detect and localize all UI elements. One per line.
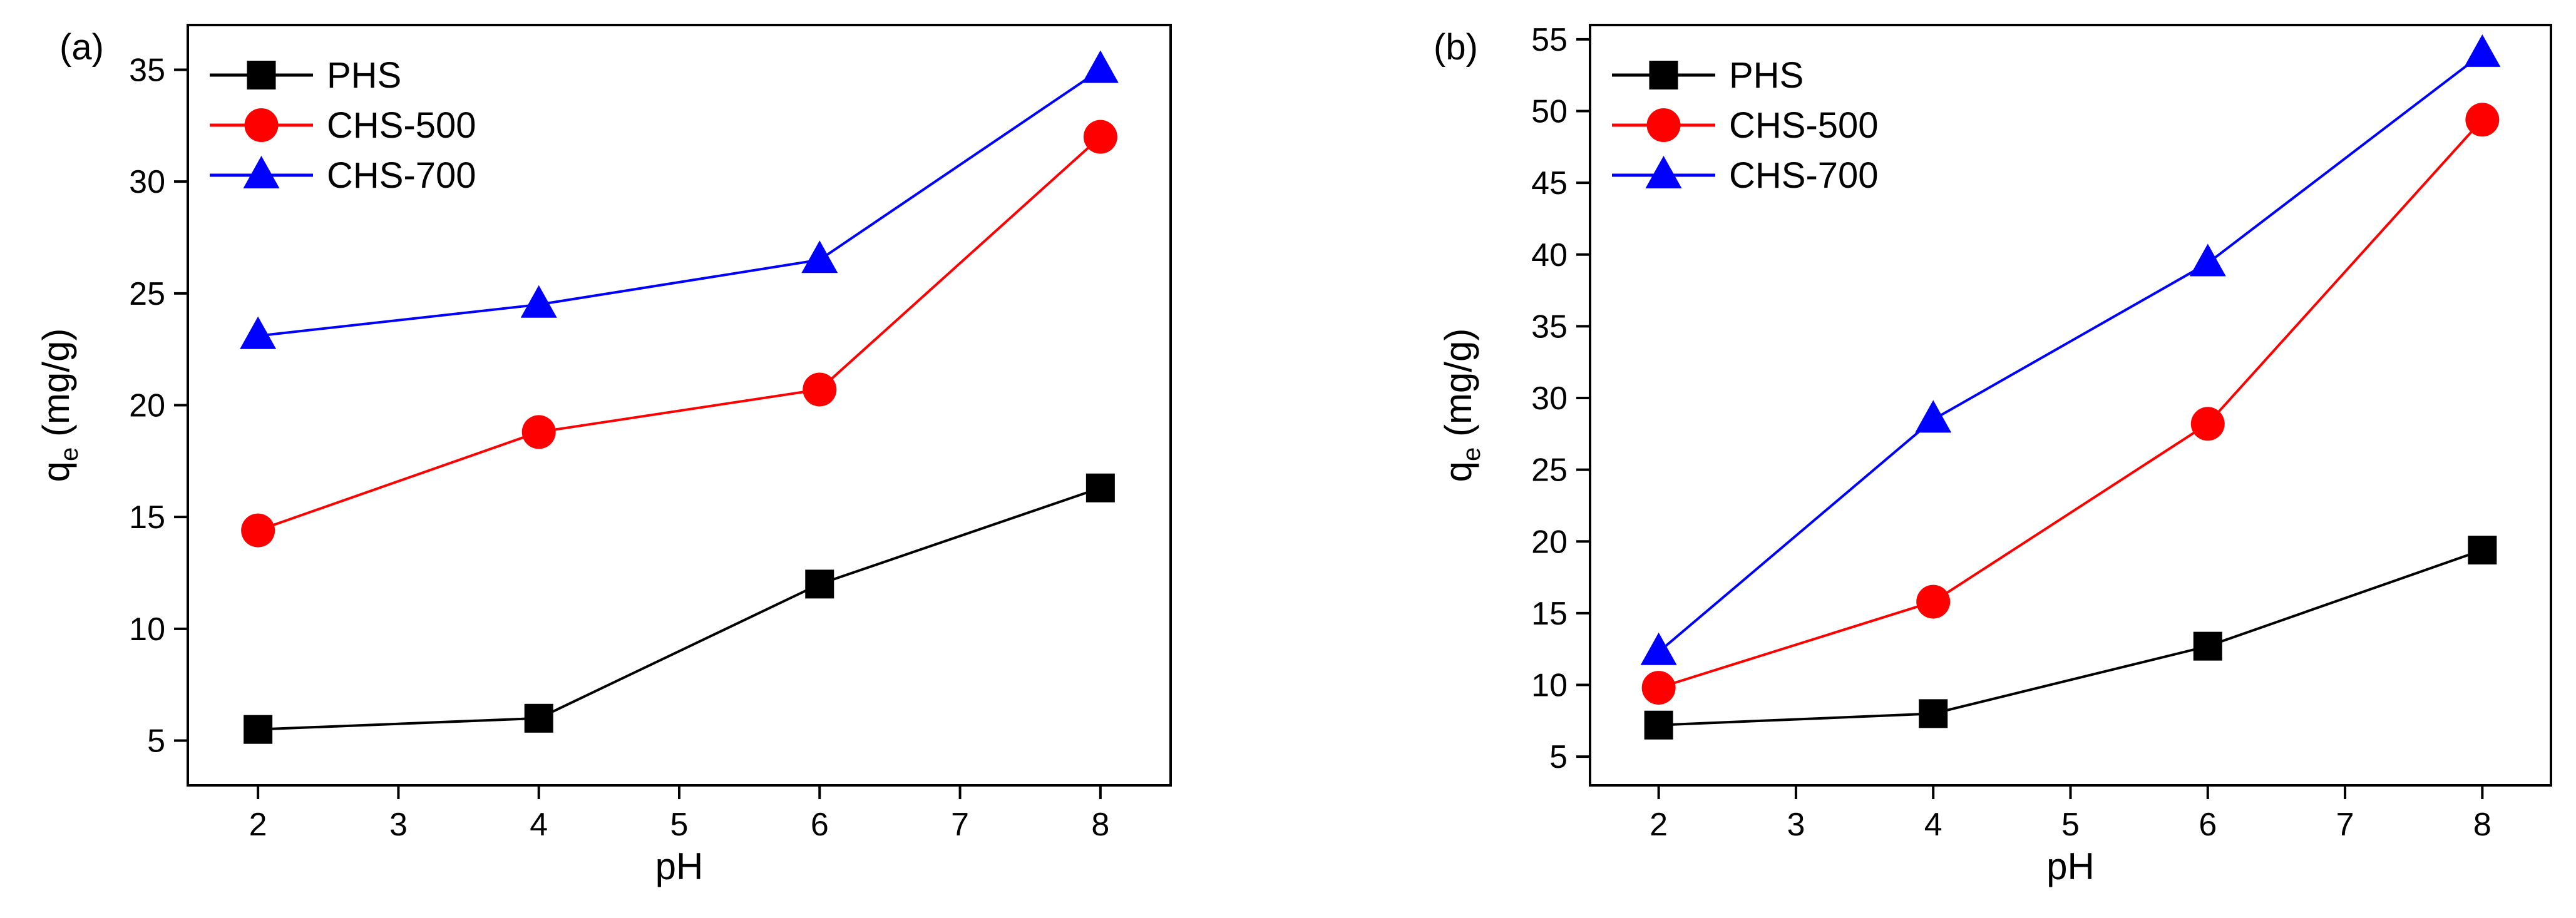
panel-a-xtick-label: 7 [951,807,969,843]
panel-a-legend-label-chs-700: CHS-700 [327,155,476,196]
panel-a-xtick-label: 4 [530,807,548,843]
panel-a-ytick-label: 5 [147,723,165,760]
panel-b-point-phs-0 [1644,710,1673,740]
panel-b-point-chs-700-3 [2464,34,2501,67]
panel-a-point-chs-500-0 [241,513,275,548]
panel-a-point-chs-500-3 [1083,120,1117,154]
panel-a-line-phs [258,486,1101,731]
panel-b-series-chs-500 [1641,103,2500,705]
panel-a-label: (a) [59,27,104,68]
panel-a-point-chs-500-1 [521,415,556,449]
panel-b-legend: PHS CHS-500 CHS-700 [1612,55,1879,196]
panel-a-xtick-label: 8 [1091,807,1109,843]
panel-b-label: (b) [1434,27,1478,68]
panel-b-legend-marker-phs [1649,61,1678,89]
panel-b-ytick-label: 10 [1531,668,1568,704]
panel-a-legend-label-phs: PHS [327,55,401,96]
panel-b-line-phs [1658,549,2483,727]
panel-b-point-chs-500-0 [1641,671,1676,705]
panel-b-ytick-label: 45 [1531,165,1568,201]
panel-b-legend-marker-chs-500 [1646,108,1681,142]
panel-b-point-chs-500-1 [1916,584,1951,619]
panel-b-xtick-label: 7 [2336,807,2354,843]
panel-b-xtick-label: 3 [1787,807,1805,843]
panel-b-xtick-label: 5 [2061,807,2080,843]
panel-b-ytick-label: 50 [1531,94,1568,130]
panel-a-ytick-label: 25 [129,276,165,312]
panel-b-series-phs [1644,536,2497,740]
panel-a-xtick-label: 2 [249,807,267,843]
panel-b-point-chs-700-0 [1640,632,1677,665]
panel-a-point-chs-700-1 [520,285,557,318]
panel-a-point-phs-3 [1085,473,1115,502]
panel-a-ytick-label: 20 [129,388,165,424]
panel-b-point-phs-1 [1919,699,1948,728]
panel-a-line-chs-700 [257,68,1101,337]
panel-b-xtick-label: 6 [2199,807,2217,843]
panel-a-legend-marker-chs-500 [244,108,279,142]
panel-a-legend-marker-chs-700 [243,156,280,188]
panel-a-point-chs-700-0 [240,316,277,349]
panel-a-xtick-label: 3 [389,807,408,843]
panel-a-point-chs-700-2 [801,240,838,273]
panel-b-legend-marker-chs-700 [1645,156,1682,188]
panel-b-point-phs-2 [2193,631,2222,661]
panel-b-ylabel: qe (mg/g) [1437,329,1486,482]
panel-b-line-chs-500 [1658,118,2483,690]
panel-a-legend: PHS CHS-500 CHS-700 [210,55,476,196]
panel-b-ytick-label: 35 [1531,309,1568,345]
panel-b-line-chs-700 [1658,53,2483,653]
panel-b-ytick-label: 15 [1531,596,1568,632]
panel-a-xlabel: pH [655,845,704,887]
panel-b-ytick-label: 5 [1549,739,1568,775]
panel-a-point-chs-500-2 [803,372,837,407]
panel-a-point-phs-0 [244,715,273,744]
panel-b-ytick-label: 25 [1531,452,1568,489]
panel-a-ytick-label: 30 [129,164,165,200]
panel-a-ylabel: qe (mg/g) [35,329,83,482]
panel-a-ytick-label: 15 [129,499,165,536]
panel-a-xtick-label: 6 [811,807,829,843]
panel-b-ytick-label: 30 [1531,380,1568,417]
panel-a-ytick-label: 35 [129,52,165,88]
panel-b-ytick-label: 55 [1531,22,1568,58]
panel-b-ytick-label: 40 [1531,237,1568,273]
panel-a-point-phs-1 [524,703,553,733]
panel-a-point-chs-700-3 [1082,50,1119,83]
panel-b-legend-label-phs: PHS [1729,55,1804,96]
panel-b-legend-label-chs-700: CHS-700 [1729,155,1879,196]
panel-b-point-chs-500-3 [2465,103,2500,137]
panel-b-series-chs-700 [1640,34,2501,665]
panel-a-legend-marker-phs [247,61,276,89]
panel-a-point-phs-2 [805,569,834,599]
panel-a-series-phs [244,473,1115,744]
panel-b-xtick-label: 4 [1924,807,1942,843]
panel-a-line-chs-500 [257,136,1102,532]
panel-b-xtick-label: 8 [2473,807,2491,843]
panel-a-series-chs-500 [241,120,1117,548]
panel-b-xtick-label: 2 [1650,807,1668,843]
panel-a-xtick-label: 5 [670,807,689,843]
panel-b-point-chs-700-1 [1915,400,1952,433]
panel-a-legend-label-chs-500: CHS-500 [327,105,476,146]
panel-b-legend-label-chs-500: CHS-500 [1729,105,1879,146]
panel-a-series-chs-700 [240,50,1119,349]
panel-a: (a) 2 3 4 5 6 7 8 5 10 15 20 25 30 35 pH qe (mg/g) PHS CHS… [35,24,1172,887]
panel-b-ytick-label: 20 [1531,524,1568,560]
panel-b-xlabel: pH [2046,845,2095,887]
panel-b-point-chs-700-2 [2189,243,2226,277]
panel-b-point-chs-500-2 [2190,407,2225,441]
panel-a-ytick-label: 10 [129,611,165,648]
panel-b-point-phs-3 [2468,536,2497,565]
